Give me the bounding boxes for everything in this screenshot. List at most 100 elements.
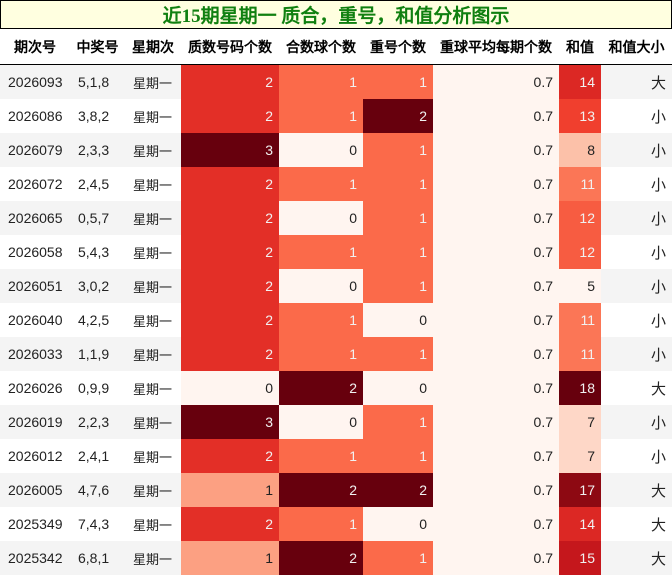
numbers-cell: 3,0,2	[70, 269, 125, 303]
issue-cell: 2026051	[0, 269, 70, 303]
sum-cell: 12	[559, 235, 601, 269]
issue-cell: 2025349	[0, 507, 70, 541]
table-row: 2026012 2,4,1 星期一 2 1 1 0.7 7 小	[0, 439, 672, 473]
issue-cell: 2026065	[0, 201, 70, 235]
numbers-cell: 2,3,3	[70, 133, 125, 167]
sum-cell: 7	[559, 405, 601, 439]
issue-cell: 2025342	[0, 541, 70, 575]
sum-size-cell: 小	[601, 337, 672, 371]
weekday-cell: 星期一	[125, 235, 181, 269]
sum-size-cell: 小	[601, 235, 672, 269]
repeat-count-cell: 0	[363, 303, 433, 337]
issue-cell: 2026019	[0, 405, 70, 439]
repeat-count-cell: 1	[363, 235, 433, 269]
weekday-cell: 星期一	[125, 269, 181, 303]
sum-cell: 11	[559, 337, 601, 371]
composite-count-cell: 2	[279, 541, 363, 575]
weekday-cell: 星期一	[125, 64, 181, 99]
repeat-count-cell: 1	[363, 405, 433, 439]
composite-count-cell: 1	[279, 303, 363, 337]
analysis-table: 期次号 中奖号 星期次 质数号码个数 合数球个数 重号个数 重球平均每期个数 和…	[0, 29, 672, 575]
sum-cell: 14	[559, 507, 601, 541]
sum-size-cell: 小	[601, 201, 672, 235]
issue-cell: 2026033	[0, 337, 70, 371]
composite-count-cell: 0	[279, 405, 363, 439]
sum-cell: 17	[559, 473, 601, 507]
repeat-count-cell: 1	[363, 133, 433, 167]
avg-repeat-cell: 0.7	[433, 303, 559, 337]
table-row: 2025349 7,4,3 星期一 2 1 0 0.7 14 大	[0, 507, 672, 541]
prime-count-cell: 1	[181, 541, 279, 575]
prime-count-cell: 3	[181, 133, 279, 167]
composite-count-cell: 1	[279, 99, 363, 133]
avg-repeat-cell: 0.7	[433, 541, 559, 575]
composite-count-cell: 1	[279, 439, 363, 473]
weekday-cell: 星期一	[125, 507, 181, 541]
weekday-cell: 星期一	[125, 439, 181, 473]
table-row: 2026040 4,2,5 星期一 2 1 0 0.7 11 小	[0, 303, 672, 337]
prime-count-cell: 2	[181, 507, 279, 541]
composite-count-cell: 1	[279, 337, 363, 371]
repeat-count-cell: 1	[363, 337, 433, 371]
avg-repeat-cell: 0.7	[433, 133, 559, 167]
table-row: 2026072 2,4,5 星期一 2 1 1 0.7 11 小	[0, 167, 672, 201]
avg-repeat-cell: 0.7	[433, 269, 559, 303]
prime-count-cell: 2	[181, 303, 279, 337]
sum-size-cell: 小	[601, 405, 672, 439]
col-header-weekday: 星期次	[125, 29, 181, 65]
prime-count-cell: 2	[181, 439, 279, 473]
avg-repeat-cell: 0.7	[433, 439, 559, 473]
prime-count-cell: 0	[181, 371, 279, 405]
composite-count-cell: 0	[279, 133, 363, 167]
sum-cell: 11	[559, 167, 601, 201]
repeat-count-cell: 1	[363, 64, 433, 99]
col-header-composite-count: 合数球个数	[279, 29, 363, 65]
sum-size-cell: 小	[601, 269, 672, 303]
prime-count-cell: 2	[181, 99, 279, 133]
sum-size-cell: 大	[601, 371, 672, 405]
numbers-cell: 4,7,6	[70, 473, 125, 507]
repeat-count-cell: 1	[363, 167, 433, 201]
issue-cell: 2026012	[0, 439, 70, 473]
prime-count-cell: 2	[181, 337, 279, 371]
avg-repeat-cell: 0.7	[433, 507, 559, 541]
repeat-count-cell: 2	[363, 473, 433, 507]
weekday-cell: 星期一	[125, 167, 181, 201]
sum-cell: 18	[559, 371, 601, 405]
numbers-cell: 5,1,8	[70, 64, 125, 99]
table-row: 2026079 2,3,3 星期一 3 0 1 0.7 8 小	[0, 133, 672, 167]
avg-repeat-cell: 0.7	[433, 337, 559, 371]
sum-cell: 15	[559, 541, 601, 575]
header-row: 期次号 中奖号 星期次 质数号码个数 合数球个数 重号个数 重球平均每期个数 和…	[0, 29, 672, 65]
weekday-cell: 星期一	[125, 303, 181, 337]
avg-repeat-cell: 0.7	[433, 99, 559, 133]
issue-cell: 2026079	[0, 133, 70, 167]
prime-count-cell: 3	[181, 405, 279, 439]
col-header-issue: 期次号	[0, 29, 70, 65]
composite-count-cell: 2	[279, 371, 363, 405]
sum-cell: 8	[559, 133, 601, 167]
sum-size-cell: 小	[601, 133, 672, 167]
sum-cell: 12	[559, 201, 601, 235]
numbers-cell: 0,9,9	[70, 371, 125, 405]
composite-count-cell: 1	[279, 235, 363, 269]
issue-cell: 2026040	[0, 303, 70, 337]
table-row: 2026051 3,0,2 星期一 2 0 1 0.7 5 小	[0, 269, 672, 303]
table-row: 2026086 3,8,2 星期一 2 1 2 0.7 13 小	[0, 99, 672, 133]
issue-cell: 2026093	[0, 64, 70, 99]
composite-count-cell: 1	[279, 167, 363, 201]
numbers-cell: 1,1,9	[70, 337, 125, 371]
composite-count-cell: 0	[279, 201, 363, 235]
repeat-count-cell: 1	[363, 541, 433, 575]
col-header-repeat-count: 重号个数	[363, 29, 433, 65]
table-row: 2026058 5,4,3 星期一 2 1 1 0.7 12 小	[0, 235, 672, 269]
avg-repeat-cell: 0.7	[433, 235, 559, 269]
weekday-cell: 星期一	[125, 541, 181, 575]
weekday-cell: 星期一	[125, 99, 181, 133]
weekday-cell: 星期一	[125, 371, 181, 405]
sum-cell: 5	[559, 269, 601, 303]
page-title: 近15期星期一 质合，重号，和值分析图示	[0, 0, 672, 29]
composite-count-cell: 0	[279, 269, 363, 303]
table-row: 2025342 6,8,1 星期一 1 2 1 0.7 15 大	[0, 541, 672, 575]
numbers-cell: 5,4,3	[70, 235, 125, 269]
